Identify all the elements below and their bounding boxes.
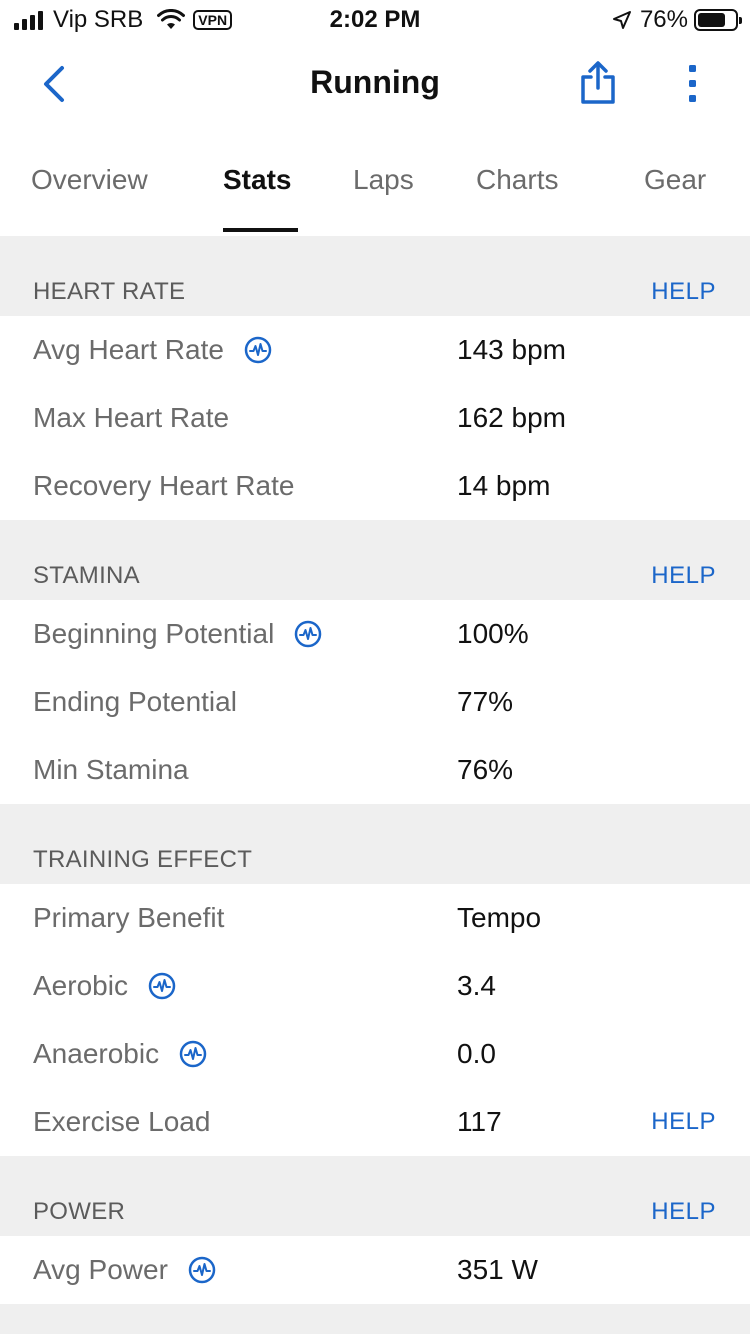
stat-label: Ending Potential xyxy=(33,686,237,717)
tab-gear[interactable]: Gear xyxy=(644,164,707,195)
stat-label: Avg Power xyxy=(33,1254,168,1285)
activity-info-icon[interactable] xyxy=(294,620,322,648)
tab-stats[interactable]: Stats xyxy=(223,164,292,195)
help-link-heart-rate[interactable]: HELP xyxy=(651,278,716,305)
stat-value: 117 xyxy=(457,1106,502,1137)
stat-value: 77% xyxy=(457,686,514,717)
tab-charts[interactable]: Charts xyxy=(476,164,559,195)
stat-value: 3.4 xyxy=(457,970,496,1001)
section-header-training-effect: TRAINING EFFECT xyxy=(0,804,750,884)
share-icon xyxy=(581,61,615,104)
tab-overview[interactable]: Overview xyxy=(31,164,148,195)
stat-value: Tempo xyxy=(457,902,542,933)
stat-value: 351 W xyxy=(457,1254,538,1285)
help-link-power[interactable]: HELP xyxy=(651,1198,716,1225)
stat-label: Primary Benefit xyxy=(33,902,225,933)
active-tab-indicator xyxy=(223,228,298,232)
stat-label: Min Stamina xyxy=(33,754,189,785)
stat-row-recovery-heart-rate: Recovery Heart Rate 14 bpm xyxy=(0,452,750,520)
stat-row-avg-power: Avg Power 351 W xyxy=(0,1236,750,1304)
section-header-stamina: STAMINA HELP xyxy=(0,520,750,600)
stat-row-beginning-potential: Beginning Potential 100% xyxy=(0,600,750,668)
bottom-spacer xyxy=(0,1304,750,1334)
battery-percent: 76% xyxy=(639,6,688,33)
stat-row-ending-potential: Ending Potential 77% xyxy=(0,668,750,736)
stat-label: Avg Heart Rate xyxy=(33,334,224,365)
navigation-bar: Running xyxy=(0,44,750,128)
status-time: 2:02 PM xyxy=(329,6,421,33)
stat-row-avg-heart-rate: Avg Heart Rate 143 bpm xyxy=(0,316,750,384)
section-title: STAMINA xyxy=(33,562,140,589)
stat-value: 14 bpm xyxy=(457,470,551,501)
section-title: POWER xyxy=(33,1198,126,1225)
battery-icon xyxy=(694,9,742,31)
page-title: Running xyxy=(310,64,440,100)
stat-row-primary-benefit: Primary Benefit Tempo xyxy=(0,884,750,952)
chevron-left-icon xyxy=(44,66,64,102)
stat-row-max-heart-rate: Max Heart Rate 162 bpm xyxy=(0,384,750,452)
stat-label: Recovery Heart Rate xyxy=(33,470,295,501)
stat-row-min-stamina: Min Stamina 76% xyxy=(0,736,750,804)
signal-strength-icon xyxy=(14,10,43,30)
stat-value: 162 bpm xyxy=(457,402,566,433)
status-bar: Vip SRB VPN 2:02 PM 76% xyxy=(0,0,750,40)
stat-row-aerobic: Aerobic 3.4 xyxy=(0,952,750,1020)
activity-info-icon[interactable] xyxy=(188,1256,216,1284)
tab-laps[interactable]: Laps xyxy=(353,164,414,195)
stat-value: 0.0 xyxy=(457,1038,496,1069)
section-header-heart-rate: HEART RATE HELP xyxy=(0,236,750,316)
section-title: HEART RATE xyxy=(33,278,186,305)
section-body-training-effect: Primary Benefit Tempo Aerobic 3.4 Anaero… xyxy=(0,884,750,1156)
stats-content: HEART RATE HELP Avg Heart Rate 143 bpm M… xyxy=(0,236,750,1334)
back-button[interactable] xyxy=(36,62,76,106)
help-link-stamina[interactable]: HELP xyxy=(651,562,716,589)
more-options-button[interactable] xyxy=(680,64,706,104)
stat-label: Anaerobic xyxy=(33,1038,160,1069)
stat-value: 143 bpm xyxy=(457,334,566,365)
section-body-power: Avg Power 351 W xyxy=(0,1236,750,1304)
stat-row-anaerobic: Anaerobic 0.0 xyxy=(0,1020,750,1088)
help-link-exercise-load[interactable]: HELP xyxy=(651,1108,716,1135)
stat-label: Max Heart Rate xyxy=(33,402,230,433)
section-title: TRAINING EFFECT xyxy=(33,846,253,873)
section-body-stamina: Beginning Potential 100% Ending Potentia… xyxy=(0,600,750,804)
location-arrow-icon xyxy=(612,11,631,29)
vpn-badge: VPN xyxy=(193,10,233,30)
carrier-name: Vip SRB xyxy=(53,6,144,33)
stat-value: 100% xyxy=(457,618,529,649)
stat-label: Aerobic xyxy=(33,970,128,1001)
stat-label: Beginning Potential xyxy=(33,618,275,649)
stat-value: 76% xyxy=(457,754,514,785)
stat-row-exercise-load: Exercise Load 117 HELP xyxy=(0,1088,750,1156)
wifi-icon xyxy=(157,9,186,29)
more-vertical-icon xyxy=(689,65,696,102)
activity-info-icon[interactable] xyxy=(148,972,176,1000)
activity-info-icon[interactable] xyxy=(244,336,272,364)
share-button[interactable] xyxy=(578,60,618,106)
activity-info-icon[interactable] xyxy=(179,1040,207,1068)
section-header-power: POWER HELP xyxy=(0,1156,750,1236)
tab-bar: Overview Stats Laps Charts Gear xyxy=(0,150,750,236)
stat-label: Exercise Load xyxy=(33,1106,211,1137)
section-body-heart-rate: Avg Heart Rate 143 bpm Max Heart Rate 16… xyxy=(0,316,750,520)
